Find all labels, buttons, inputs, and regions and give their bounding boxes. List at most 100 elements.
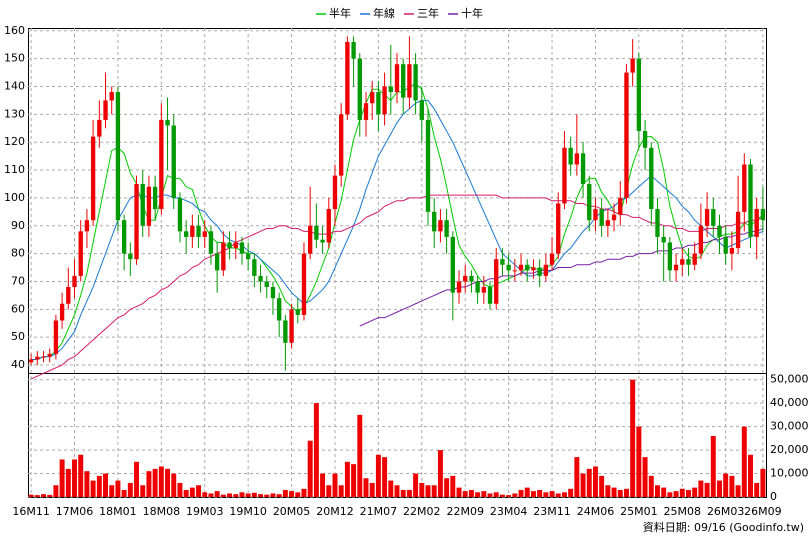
candle-body [345, 41, 350, 115]
volume-bar [363, 478, 369, 497]
candle-body [624, 72, 629, 198]
candle-body [283, 320, 288, 343]
y2-tick-label: 30,000 [770, 420, 808, 433]
candle-body [351, 41, 356, 59]
candle-body [543, 264, 549, 276]
candle-body [320, 239, 325, 243]
candle-body [388, 86, 393, 93]
volume-bar [419, 482, 425, 497]
candle-body [636, 58, 642, 132]
candle-body [233, 242, 238, 249]
candle-body [134, 183, 139, 260]
candle-body [574, 153, 580, 165]
volume-bar [239, 492, 245, 497]
candle-body [748, 164, 753, 237]
volume-bar [456, 487, 462, 497]
volume-bar [233, 494, 239, 497]
candle-body [512, 270, 518, 272]
x-tick-label: 22M02 [403, 505, 441, 518]
volume-bar [202, 492, 208, 497]
volume-bar [698, 480, 704, 497]
volume-bar [754, 482, 760, 497]
candle-body [587, 183, 592, 221]
legend-label: 三年 [417, 6, 439, 20]
volume-bar [28, 494, 34, 497]
volume-bar [748, 454, 753, 497]
candle-body [568, 147, 573, 165]
volume-bar [704, 482, 710, 497]
volume-bar [326, 485, 332, 497]
y2-tick-label: 0 [770, 490, 777, 503]
candle-body [115, 92, 121, 221]
volume-bar [214, 491, 220, 497]
volume-bar [394, 485, 400, 497]
candle-body [599, 209, 604, 226]
y-tick-label: 110 [4, 163, 25, 176]
volume-bar [47, 494, 53, 497]
volume-bar [648, 475, 654, 497]
candle-body [177, 197, 183, 232]
volume-bar [685, 489, 691, 497]
y-tick-label: 160 [4, 24, 25, 37]
volume-bar [555, 493, 561, 497]
volume-bar [475, 492, 481, 497]
candle-body [506, 264, 511, 271]
ma-line [359, 228, 764, 327]
candle-body [605, 220, 611, 226]
candle-body [413, 64, 418, 101]
volume-bar [667, 492, 673, 497]
volume-bar [127, 482, 133, 497]
x-tick-label: 21M07 [360, 505, 398, 518]
ma-line [30, 194, 764, 380]
candle-body [326, 209, 331, 243]
candle-body [469, 275, 474, 282]
candle-body [190, 225, 195, 237]
volume-bar [183, 489, 189, 497]
volume-bar [34, 495, 40, 497]
volume-bar [506, 495, 512, 497]
x-tick-label: 23M04 [490, 505, 528, 518]
y-tick-label: 150 [4, 52, 25, 65]
candle-body [289, 309, 294, 343]
volume-bar [332, 473, 338, 497]
candle-body [314, 225, 319, 240]
volume-bar [369, 482, 375, 497]
volume-bar [251, 492, 257, 497]
volume-bar [84, 471, 90, 497]
volume-bar [258, 494, 264, 497]
candle-body [53, 320, 59, 354]
candle-body [425, 119, 431, 212]
volume-bar [72, 459, 77, 497]
candle-body [171, 125, 176, 198]
volume-bar [580, 473, 586, 497]
volume-bar [282, 489, 288, 497]
x-tick-label: 19M03 [186, 505, 224, 518]
candle-body [258, 275, 263, 282]
candle-body [432, 211, 437, 232]
y-tick-label: 100 [4, 191, 25, 204]
candle-body [754, 209, 759, 237]
volume-bar [227, 493, 233, 497]
volume-bar [462, 491, 468, 497]
volume-bar [592, 466, 598, 497]
volume-bar [103, 473, 109, 497]
x-tick-label: 18M08 [143, 505, 181, 518]
volume-bar [642, 457, 648, 497]
volume-bar [351, 464, 357, 497]
volume-bar [537, 489, 543, 497]
volume-bar [561, 492, 567, 497]
y-tick-label: 60 [11, 302, 25, 315]
volume-bar [586, 468, 592, 497]
candle-body [729, 248, 735, 254]
volume-bar [524, 487, 530, 497]
volume-bar [431, 485, 437, 497]
x-tick-label: 26M09 [744, 505, 782, 518]
candle-body [357, 58, 362, 120]
x-tick-label: 20M12 [316, 505, 354, 518]
candle-body [450, 236, 455, 293]
candle-body [183, 231, 189, 237]
candle-body [438, 220, 443, 232]
candle-body [742, 164, 747, 212]
volume-bar [599, 475, 605, 497]
volume-bar [487, 493, 493, 497]
